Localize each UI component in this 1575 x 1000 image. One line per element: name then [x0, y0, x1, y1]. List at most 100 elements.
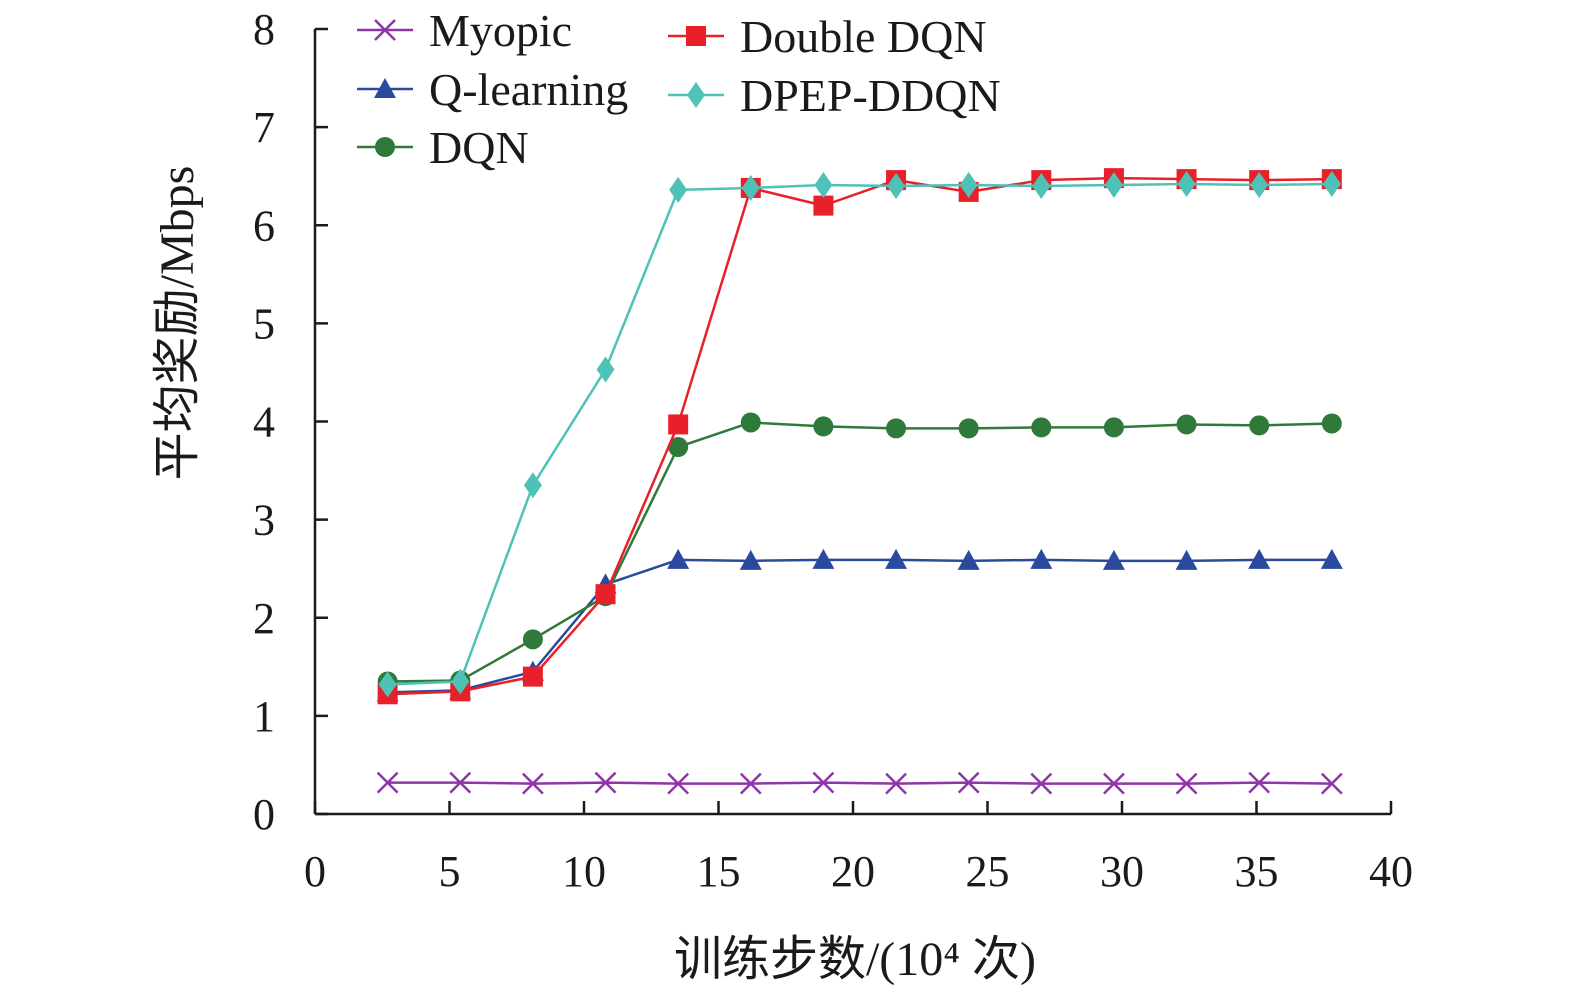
- data-point-myopic: [812, 771, 835, 794]
- x-axis-title: 训练步数/(10⁴ 次): [674, 933, 1036, 986]
- data-point-dqn: [522, 629, 543, 650]
- y-tick-label: 8: [253, 5, 275, 54]
- data-point-dpep-ddqn: [596, 356, 615, 383]
- data-point-myopic: [667, 772, 690, 795]
- y-tick-label: 7: [253, 103, 275, 152]
- x-tick-label: 20: [831, 847, 875, 896]
- axes: 0 1 2 3 4 5 6 7 8 0 5 10 15 20 25 30 35 40: [253, 5, 1413, 896]
- legend-label: Q-learning: [429, 64, 628, 115]
- data-point-myopic: [594, 771, 617, 794]
- data-point-myopic: [376, 771, 399, 794]
- x-tick-label: 40: [1369, 847, 1413, 896]
- data-point-q-learning: [885, 548, 908, 569]
- data-point-myopic: [739, 772, 762, 795]
- y-tick-label: 5: [253, 299, 275, 348]
- x-tick-label: 10: [562, 847, 606, 896]
- legend-label: Myopic: [429, 5, 572, 56]
- series-line-myopic: [387, 781, 1332, 785]
- data-point-q-learning: [739, 549, 762, 570]
- data-point-q-learning: [1175, 549, 1198, 570]
- x-tick-label: 15: [697, 847, 741, 896]
- y-tick-label: 6: [253, 201, 275, 250]
- series-double-dqn: [377, 168, 1342, 705]
- series-line-double-dqn: [387, 176, 1332, 696]
- y-tick-label: 0: [253, 790, 275, 839]
- x-tick-label: 30: [1100, 847, 1144, 896]
- data-point-dpep-ddqn: [451, 668, 470, 695]
- legend-label: DPEP-DDQN: [740, 70, 1001, 121]
- data-point-dqn: [886, 418, 907, 439]
- data-point-dqn: [958, 418, 979, 439]
- legend-item-dpep-ddqn: DPEP-DDQN: [668, 70, 1001, 121]
- data-point-dqn: [1176, 414, 1197, 435]
- legend-label: DQN: [429, 122, 529, 173]
- data-point-myopic: [885, 772, 907, 795]
- data-point-dpep-ddqn: [1104, 172, 1123, 199]
- series-myopic: [376, 771, 1343, 795]
- data-point-q-learning: [1320, 548, 1343, 569]
- y-axis-title: 平均奖励/Mbps: [151, 166, 204, 481]
- y-tick-label: 1: [253, 692, 275, 741]
- data-point-dqn: [1249, 415, 1270, 436]
- data-point-q-learning: [1248, 548, 1271, 569]
- x-tick-label: 25: [966, 847, 1010, 896]
- legend-item-q-learning: Q-learning: [357, 64, 628, 115]
- series-dqn: [377, 412, 1342, 692]
- data-point-dqn: [668, 437, 689, 458]
- data-point-dqn: [1103, 417, 1124, 438]
- legend-marker: [374, 78, 396, 98]
- data-point-myopic: [449, 771, 472, 794]
- data-point-double-dqn: [522, 666, 543, 687]
- data-point-myopic: [1103, 772, 1125, 795]
- x-tick-label: 5: [439, 847, 461, 896]
- legend-item-double-dqn: Double DQN: [668, 11, 987, 62]
- data-point-dpep-ddqn: [959, 172, 978, 199]
- legend: Myopic Q-learning DQN Double DQN DPEP-DDQN: [357, 5, 1001, 173]
- data-point-myopic: [1248, 771, 1271, 794]
- data-point-dpep-ddqn: [887, 173, 906, 199]
- y-tick-label: 3: [253, 496, 275, 545]
- legend-marker: [374, 19, 396, 41]
- data-point-dqn: [1031, 417, 1052, 438]
- data-point-dpep-ddqn: [669, 176, 688, 203]
- series-line-q-learning: [387, 558, 1332, 694]
- series-layer: [376, 168, 1343, 795]
- legend-marker: [686, 26, 706, 46]
- data-point-dpep-ddqn: [1177, 171, 1196, 198]
- data-point-dqn: [740, 412, 761, 433]
- series-line-dpep-ddqn: [387, 182, 1332, 686]
- data-point-dpep-ddqn: [378, 671, 397, 698]
- legend-item-dqn: DQN: [357, 122, 529, 173]
- x-tick-label: 35: [1235, 847, 1279, 896]
- data-point-myopic: [1320, 772, 1343, 795]
- data-point-myopic: [957, 771, 980, 794]
- data-point-myopic: [522, 772, 544, 795]
- data-point-dqn: [1321, 413, 1342, 434]
- data-point-dpep-ddqn: [741, 174, 760, 201]
- legend-item-myopic: Myopic: [357, 5, 572, 56]
- y-tick-label: 4: [253, 398, 275, 447]
- series-dpep-ddqn: [378, 171, 1341, 698]
- data-point-dpep-ddqn: [1032, 173, 1051, 199]
- data-point-q-learning: [667, 548, 690, 569]
- data-point-dpep-ddqn: [1250, 172, 1269, 199]
- legend-marker: [375, 137, 395, 157]
- data-point-q-learning: [812, 548, 835, 569]
- y-tick-label: 2: [253, 594, 275, 643]
- series-line-dqn: [387, 421, 1332, 683]
- legend-label: Double DQN: [740, 11, 987, 62]
- data-point-dqn: [813, 416, 834, 437]
- data-point-double-dqn: [668, 414, 689, 435]
- data-point-q-learning: [1102, 549, 1125, 570]
- data-point-dpep-ddqn: [1322, 171, 1341, 198]
- legend-marker: [687, 82, 705, 108]
- data-point-dpep-ddqn: [814, 172, 833, 199]
- data-point-dpep-ddqn: [523, 472, 542, 499]
- data-point-q-learning: [1030, 548, 1053, 569]
- data-point-myopic: [1030, 772, 1053, 795]
- x-tick-label: 0: [304, 847, 326, 896]
- data-point-double-dqn: [813, 195, 834, 216]
- data-point-q-learning: [957, 549, 980, 570]
